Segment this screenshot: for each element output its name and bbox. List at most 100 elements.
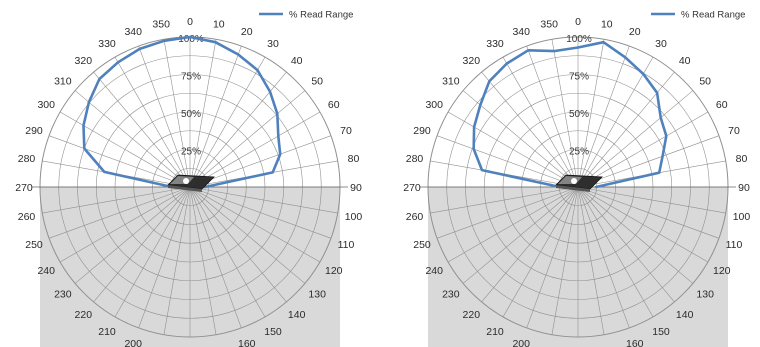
radial-tick-label: 25% bbox=[569, 147, 589, 158]
grid-spoke bbox=[447, 186, 579, 263]
grid-spoke bbox=[189, 186, 321, 263]
angle-tick-label: 250 bbox=[25, 239, 43, 251]
angle-tick-label: 30 bbox=[655, 38, 667, 50]
grid-spoke bbox=[59, 111, 191, 188]
angle-tick-label: 150 bbox=[264, 326, 282, 338]
grid-spoke bbox=[436, 186, 579, 239]
angle-tick-label: 100 bbox=[733, 211, 751, 223]
grid-spoke bbox=[189, 45, 242, 188]
grid-spoke bbox=[577, 111, 709, 188]
legend: % Read Range bbox=[259, 10, 353, 21]
angle-tick-label: 10 bbox=[213, 19, 225, 31]
grid-spoke bbox=[481, 186, 579, 303]
angle-tick-label: 130 bbox=[696, 289, 714, 301]
angle-tick-label: 350 bbox=[152, 19, 170, 31]
angle-tick-label: 240 bbox=[37, 265, 55, 277]
angle-tick-label: 90 bbox=[350, 182, 362, 194]
angle-tick-label: 120 bbox=[325, 265, 343, 277]
grid-spoke bbox=[551, 186, 579, 335]
angle-tick-label: 220 bbox=[75, 309, 93, 321]
grid-spoke bbox=[577, 135, 720, 188]
series-line bbox=[472, 40, 668, 189]
grid-spoke bbox=[189, 186, 332, 239]
angle-tick-label: 320 bbox=[75, 55, 93, 67]
grid-spoke bbox=[577, 186, 726, 214]
grid-spoke bbox=[436, 135, 579, 188]
grid-spoke bbox=[577, 71, 675, 188]
grid-spoke bbox=[577, 186, 709, 263]
grid-spoke bbox=[447, 111, 579, 188]
grid-spoke bbox=[189, 186, 338, 214]
radial-tick-label: 100% bbox=[566, 34, 592, 45]
angle-tick-label: 10 bbox=[601, 19, 613, 31]
grid-spoke bbox=[74, 186, 191, 284]
grid-spoke bbox=[189, 90, 306, 188]
angle-tick-label: 270 bbox=[403, 182, 421, 194]
grid-spoke bbox=[189, 135, 332, 188]
grid-spoke bbox=[189, 39, 217, 188]
angle-tick-label: 0 bbox=[187, 16, 193, 28]
grid-spoke bbox=[138, 45, 191, 188]
grid-spoke bbox=[114, 186, 191, 318]
legend: % Read Range bbox=[651, 10, 745, 21]
legend-label: % Read Range bbox=[289, 10, 353, 21]
grid-spoke bbox=[189, 186, 287, 303]
angle-tick-label: 40 bbox=[679, 55, 691, 67]
angle-tick-label: 160 bbox=[626, 338, 644, 347]
angle-tick-label: 260 bbox=[18, 211, 36, 223]
angle-tick-label: 50 bbox=[699, 75, 711, 87]
angle-tick-label: 100 bbox=[345, 211, 363, 223]
radial-tick-label: 100% bbox=[178, 34, 204, 45]
angle-tick-label: 170 bbox=[210, 345, 228, 347]
device-icon bbox=[555, 174, 603, 192]
angle-tick-label: 70 bbox=[340, 125, 352, 137]
grid-spoke bbox=[577, 186, 654, 318]
grid-spoke bbox=[189, 186, 217, 335]
grid-spoke bbox=[163, 39, 191, 188]
radial-tick-label: 75% bbox=[569, 72, 589, 83]
grid-spoke bbox=[502, 186, 579, 318]
angle-tick-label: 30 bbox=[267, 38, 279, 50]
angle-tick-label: 190 bbox=[152, 345, 170, 347]
grid-spoke bbox=[577, 186, 675, 303]
angle-tick-label: 300 bbox=[425, 99, 443, 111]
angle-tick-label: 110 bbox=[338, 239, 355, 251]
grid-spoke bbox=[42, 186, 191, 214]
angle-tick-label: 310 bbox=[54, 75, 72, 87]
grid-spoke bbox=[526, 186, 579, 329]
angle-tick-label: 290 bbox=[25, 125, 43, 137]
angle-tick-label: 260 bbox=[406, 211, 424, 223]
grid-spoke bbox=[163, 186, 191, 335]
radial-tick-label: 50% bbox=[569, 109, 589, 120]
grid-spoke bbox=[462, 186, 579, 284]
angle-tick-label: 70 bbox=[728, 125, 740, 137]
grid-spoke bbox=[577, 90, 694, 188]
angle-tick-label: 90 bbox=[738, 182, 750, 194]
radial-tick-label: 75% bbox=[181, 72, 201, 83]
grid-spoke bbox=[93, 186, 191, 303]
grid-spoke bbox=[114, 56, 191, 188]
angle-tick-label: 290 bbox=[413, 125, 431, 137]
angle-tick-label: 200 bbox=[124, 338, 142, 347]
grid-spoke bbox=[481, 71, 579, 188]
grid-spoke bbox=[462, 90, 579, 188]
angle-tick-label: 310 bbox=[442, 75, 460, 87]
angle-tick-label: 60 bbox=[328, 99, 340, 111]
angle-tick-label: 280 bbox=[406, 153, 424, 165]
angle-tick-label: 140 bbox=[676, 309, 694, 321]
angle-tick-label: 250 bbox=[413, 239, 431, 251]
grid-spoke bbox=[48, 135, 191, 188]
series-line bbox=[82, 35, 282, 189]
angle-tick-label: 220 bbox=[463, 309, 481, 321]
angle-tick-label: 80 bbox=[736, 153, 748, 165]
grid-spoke bbox=[577, 186, 630, 329]
grid-spoke bbox=[502, 56, 579, 188]
angle-tick-label: 0 bbox=[575, 16, 581, 28]
angle-tick-label: 270 bbox=[15, 182, 33, 194]
angle-tick-label: 120 bbox=[713, 265, 731, 277]
angle-tick-label: 80 bbox=[348, 153, 360, 165]
angle-tick-label: 210 bbox=[98, 326, 116, 338]
angle-tick-label: 110 bbox=[726, 239, 743, 251]
grid-spoke bbox=[577, 56, 654, 188]
